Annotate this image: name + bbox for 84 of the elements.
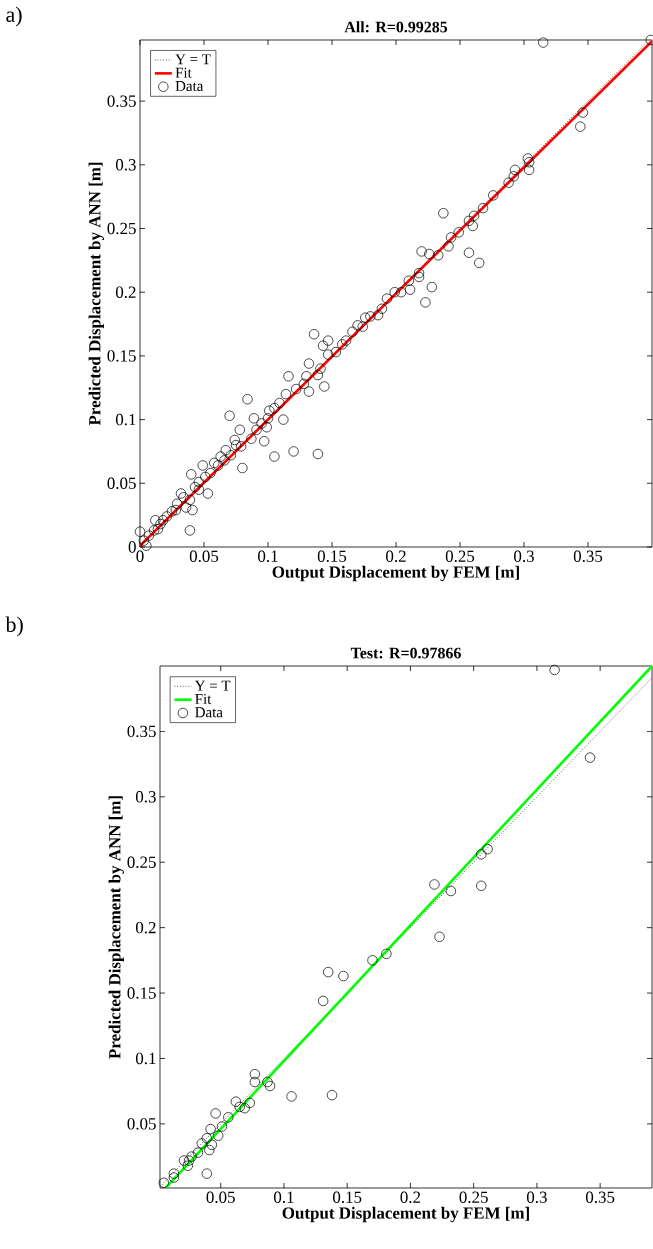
point	[264, 1080, 276, 1092]
point	[326, 1089, 338, 1101]
legend-label: Fit	[175, 67, 192, 78]
x-tick-label: 0.15	[317, 550, 347, 562]
x-tick-label: 0.25	[445, 550, 475, 562]
legend-label: Fit	[195, 693, 212, 705]
point	[213, 1130, 224, 1141]
point	[186, 1151, 197, 1162]
point	[230, 1096, 242, 1107]
y-axis-title: Predicted Displacement by ANN [m]	[88, 162, 104, 426]
x-tick-label: 0.05	[189, 550, 219, 562]
x-tick-label: 0.05	[206, 1191, 235, 1204]
point	[201, 1168, 212, 1179]
point	[158, 1177, 169, 1188]
point	[549, 664, 560, 676]
point	[196, 1138, 207, 1149]
legend-label: Y = T	[175, 54, 211, 65]
point	[168, 1172, 180, 1183]
point	[476, 849, 487, 860]
x-axis-title: Output Displacement by FEM [m]	[282, 1206, 529, 1223]
point	[178, 1155, 190, 1166]
y-tick-label: 0.3	[115, 159, 136, 171]
point	[239, 1103, 250, 1114]
point	[338, 970, 349, 982]
x-tick-label: 0.35	[573, 550, 603, 562]
chart-title: Test: R=0.97866	[350, 647, 461, 659]
x-tick-label: 0.35	[585, 1191, 615, 1204]
x-tick-label: 0.3	[526, 1191, 547, 1204]
y-tick-label: 0.2	[135, 921, 156, 934]
point	[183, 1155, 195, 1166]
x-tick-label: 0.3	[514, 550, 534, 562]
point	[216, 1121, 228, 1132]
point	[262, 1076, 273, 1088]
point	[201, 1133, 212, 1144]
x-axis-title: Output Displacement by FEM [m]	[272, 565, 519, 582]
y-tick-label: 0.35	[107, 95, 136, 107]
point	[249, 1076, 261, 1088]
point	[381, 948, 392, 959]
point	[244, 1097, 255, 1109]
point	[205, 1123, 216, 1135]
point	[206, 1139, 217, 1150]
y-tick-label: 0	[128, 541, 136, 553]
point	[249, 1069, 261, 1080]
point	[234, 1101, 245, 1113]
y-tick-label: 0.2	[115, 286, 136, 298]
y-tick-label: 0.15	[107, 350, 136, 362]
point	[182, 1160, 193, 1171]
point	[429, 879, 440, 890]
point	[286, 1091, 297, 1102]
point	[434, 931, 445, 942]
point	[584, 752, 596, 763]
y-tick-label: 0.05	[127, 1118, 156, 1130]
point	[445, 885, 457, 897]
y-tick-label: 0.25	[107, 222, 136, 235]
point	[476, 880, 487, 891]
x-tick-label: 0.1	[258, 550, 278, 562]
point	[367, 955, 378, 966]
y-tick-label: 0.1	[135, 1052, 156, 1065]
x-tick-label: 0.15	[333, 1191, 362, 1204]
x-tick-label: 0.2	[400, 1191, 421, 1204]
y-tick-label: 0.35	[127, 725, 156, 738]
point	[318, 995, 329, 1007]
chart-title: All: R=0.99285	[344, 21, 448, 33]
x-tick-label: 0.2	[386, 550, 406, 562]
y-tick-label: 0.05	[107, 477, 136, 490]
point	[323, 966, 334, 978]
text: b)	[5, 616, 23, 637]
y-tick-label: 0.25	[127, 856, 156, 868]
point	[482, 844, 493, 855]
legend-label: Data	[175, 81, 204, 91]
legend-label: Y = T	[194, 680, 231, 691]
text: a)	[6, 6, 22, 27]
point	[168, 1168, 180, 1179]
point	[192, 1147, 204, 1158]
point	[210, 1108, 221, 1119]
legend-label: Data	[195, 707, 223, 718]
y-axis-title: Predicted Displacement by ANN [m]	[108, 796, 124, 1059]
point	[204, 1144, 215, 1156]
y-tick-label: 0.3	[135, 791, 156, 803]
point	[223, 1112, 234, 1123]
y-tick-label: 0.1	[115, 413, 136, 426]
y-tick-label: 0.15	[127, 987, 156, 999]
x-tick-label: 0.1	[274, 1191, 294, 1204]
x-tick-label: 0.25	[459, 1191, 488, 1204]
